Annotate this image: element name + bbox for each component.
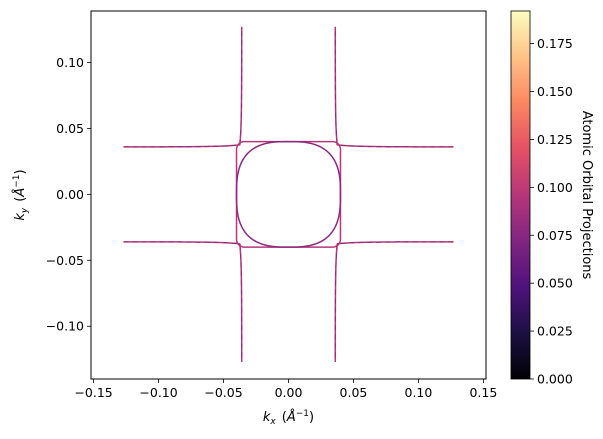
y-tick-label: 0.05 [56,121,84,136]
contour-curves [123,26,454,362]
x-tick-label: 0.00 [275,385,303,400]
colorbar-ticks: 0.000 0.025 0.050 0.075 0.100 0.125 0.150 0.175 [530,36,573,387]
x-tick-label: −0.05 [204,385,242,400]
x-tick-label: 0.05 [340,385,368,400]
square-pocket [235,140,342,248]
y-tick-label: 0.10 [56,55,84,70]
hyperbolic-branch-overlay-2 [123,26,243,148]
colorbar-tick-label: 0.000 [537,372,573,387]
x-tick-label: 0.15 [469,385,497,400]
y-axis-label: ky(Å−1) [12,169,30,220]
colorbar-tick-label: 0.125 [537,132,573,147]
hyperbolic-branch-2 [123,26,243,148]
colorbar-tick-label: 0.100 [537,180,573,195]
x-tick-label: −0.15 [74,385,112,400]
hyperbolic-branch-4 [334,241,454,362]
circular-pocket [235,140,342,248]
x-tick-label: 0.10 [405,385,433,400]
hyperbolic-branch-1 [334,26,454,148]
plot-area [90,10,487,380]
colorbar-tick-label: 0.150 [537,84,573,99]
hyperbolic-branch-overlay-3 [123,241,243,362]
colorbar-tick-label: 0.050 [537,276,573,291]
colorbar-tick-label: 0.025 [537,324,573,339]
x-axis-ticks: −0.15 −0.10 −0.05 0.00 0.05 0.10 0.15 [74,379,497,400]
colorbar-fill [511,11,530,379]
colorbar-label: Atomic Orbital Projections [579,111,594,280]
x-axis-label: kx (Å−1) [263,409,314,427]
y-tick-label: −0.05 [46,253,84,268]
x-tick-label: −0.10 [139,385,177,400]
hyperbolic-branch-overlay-1 [334,26,454,148]
colorbar-frame [510,10,531,380]
y-axis-ticks: 0.10 0.05 0.00 −0.05 −0.10 [46,55,91,334]
y-tick-label: 0.00 [56,187,84,202]
colorbar: 0.000 0.025 0.050 0.075 0.100 0.125 0.150 0.175… [510,10,594,387]
hyperbolic-branch-3 [123,241,243,362]
plot-frame [90,10,487,380]
y-tick-label: −0.10 [46,319,84,334]
colorbar-tick-label: 0.075 [537,228,573,243]
hyperbolic-branch-overlay-4 [334,241,454,362]
colorbar-tick-label: 0.175 [537,36,573,51]
